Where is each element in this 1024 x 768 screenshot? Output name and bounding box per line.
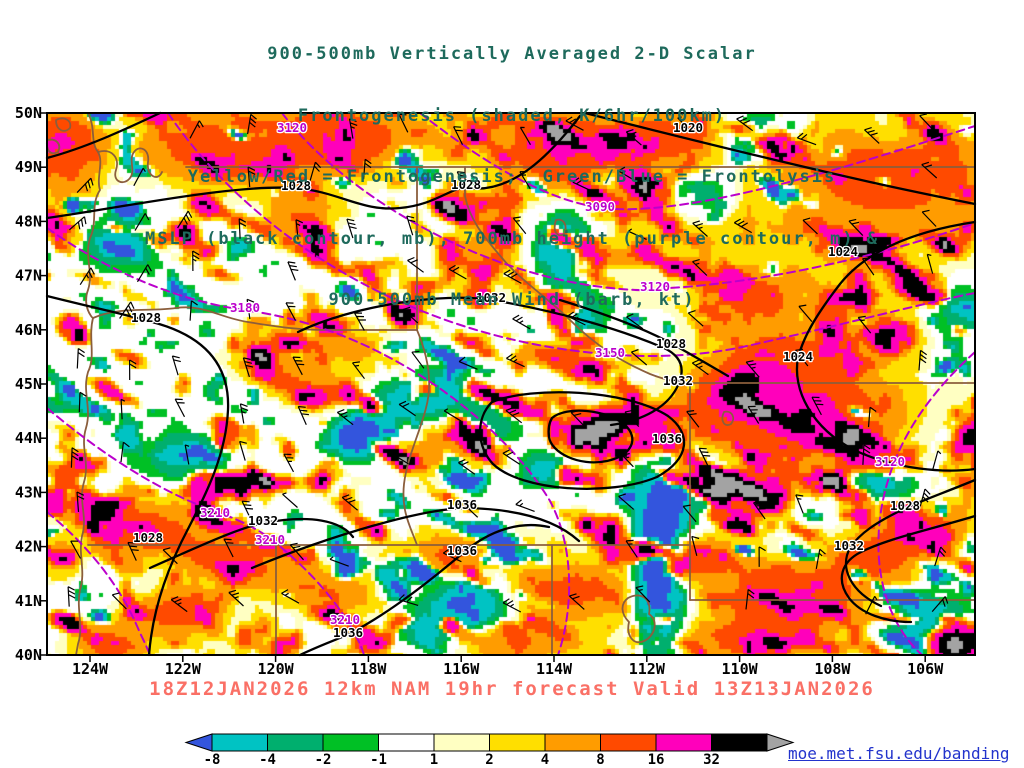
site-link[interactable]: moe.met.fsu.edu/banding [788, 744, 1010, 763]
lat-label: 45N [15, 375, 42, 393]
colorbar-tick-label: -2 [315, 752, 332, 768]
colorbar-tick-label: 2 [485, 752, 493, 768]
forecast-caption: 18Z12JAN2026 12km NAM 19hr forecast Vali… [149, 678, 875, 700]
lon-label: 116W [443, 660, 480, 678]
colorbar-tick-label: -8 [204, 752, 221, 768]
colorbar-segment [267, 733, 324, 752]
lon-label: 112W [629, 660, 666, 678]
lat-label: 44N [15, 429, 42, 447]
lon-label: 120W [258, 660, 295, 678]
colorbar-below-arrow [184, 733, 213, 752]
colorbar-tick-label: 8 [596, 752, 604, 768]
title-line-3: Yellow/Red = Frontogenesis; Green/Blue =… [187, 167, 837, 187]
colorbar-tick-label: 1 [430, 752, 438, 768]
colorbar-tick-label: -1 [370, 752, 387, 768]
colorbar-segment [655, 733, 712, 752]
lon-label: 118W [350, 660, 387, 678]
lon-label: 106W [907, 660, 944, 678]
colorbar-segment [489, 733, 546, 752]
lat-label: 43N [15, 483, 42, 501]
title-line-2: Frontogenesis (shaded, K/6hr/100km) [297, 105, 727, 126]
colorbar-segment [322, 733, 379, 752]
colorbar-segment [211, 733, 268, 752]
colorbar-segment [544, 733, 601, 752]
title-line-1: 900-500mb Vertically Averaged 2-D Scalar [267, 44, 757, 64]
colorbar-segment [378, 733, 435, 752]
lon-label: 122W [165, 660, 202, 678]
title-line-5: 900-500mb Mean Wind (barb, kt) [328, 290, 696, 310]
lon-label: 110W [722, 660, 759, 678]
colorbar-segment [600, 733, 657, 752]
lat-label: 42N [15, 538, 42, 556]
colorbar-tick-label: 32 [703, 752, 720, 768]
colorbar-segment [711, 733, 768, 752]
lon-label: 124W [72, 660, 109, 678]
colorbar-tick-label: -4 [259, 752, 276, 768]
lat-label: 41N [15, 592, 42, 610]
title-line-4: MSLP (black contour, mb), 700mb height (… [144, 228, 880, 249]
chart-title: 900-500mb Vertically Averaged 2-D Scalar… [0, 3, 1024, 352]
lat-label: 40N [15, 646, 42, 664]
colorbar-segment [433, 733, 490, 752]
colorbar-legend: -8 -4 -2 -1 1 2 4 8 16 32 [184, 733, 795, 768]
colorbar-tick-label: 4 [541, 752, 549, 768]
colorbar-tick-label: 16 [648, 752, 665, 768]
lon-label: 114W [536, 660, 573, 678]
lon-label: 108W [814, 660, 851, 678]
